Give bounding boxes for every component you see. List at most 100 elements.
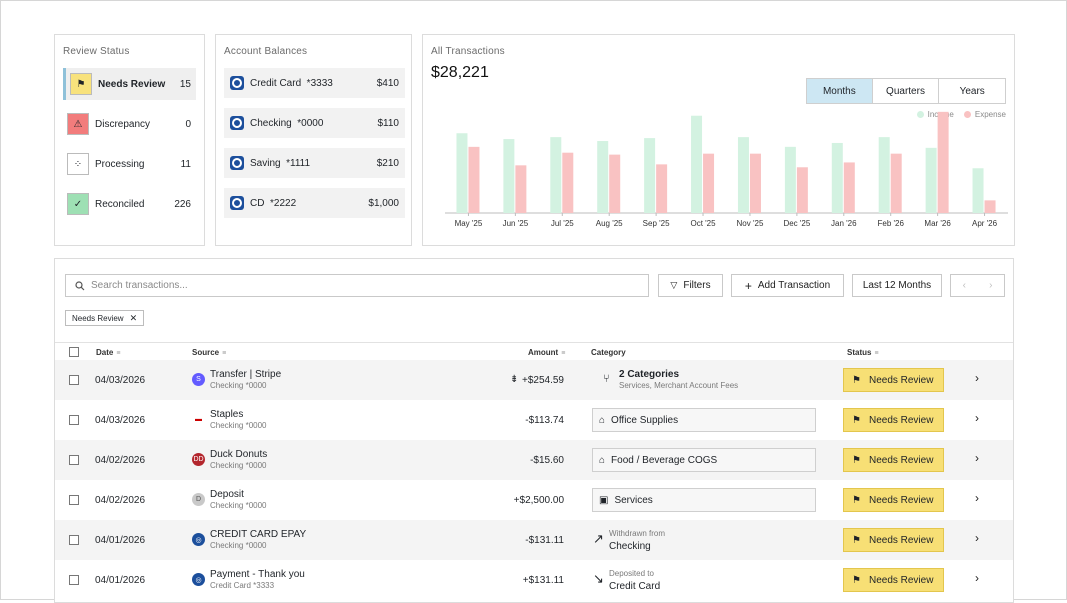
chevron-right-icon[interactable]: › [975, 451, 979, 465]
account-balance-item[interactable]: CD *2222 $1,000 [224, 188, 405, 218]
transfer-account[interactable]: Credit Card [609, 581, 661, 592]
all-transactions-title: All Transactions [431, 46, 505, 57]
review-status-item[interactable]: ✓ Reconciled 226 [63, 188, 196, 220]
expense-bar[interactable] [562, 152, 574, 213]
all-transactions-card: All Transactions $28,221 Months Quarters… [422, 34, 1015, 246]
expense-bar[interactable] [937, 111, 949, 213]
income-bar[interactable] [784, 146, 796, 213]
income-bar[interactable] [737, 137, 749, 213]
category-select[interactable]: ⌂ Office Supplies [592, 408, 816, 432]
table-row[interactable]: 04/02/2026 DD Duck Donuts Checking *0000 -$1… [55, 440, 1013, 480]
col-status[interactable]: Status ≡ [847, 348, 879, 357]
bank-icon [230, 116, 244, 130]
account-balance-item[interactable]: Checking *0000 $110 [224, 108, 405, 138]
income-bar[interactable] [456, 133, 468, 213]
chevron-right-icon[interactable]: › [975, 571, 979, 585]
add-transaction-button[interactable]: + Add Transaction [731, 274, 844, 297]
x-tick-label: Oct '25 [690, 219, 716, 228]
flag-icon: ⚑ [852, 374, 861, 386]
row-date: 04/02/2026 [95, 495, 146, 506]
category-label: Office Supplies [611, 414, 679, 426]
close-icon[interactable]: ✕ [129, 312, 138, 323]
chevron-right-icon[interactable]: › [975, 411, 979, 425]
col-date[interactable]: Date ≡ [96, 348, 121, 357]
review-status-card: Review Status ⚑ Needs Review 15 ⚠ Discrepanc… [54, 34, 205, 246]
flag-icon: ⚑ [852, 574, 861, 586]
expense-bar[interactable] [703, 153, 715, 213]
row-checkbox[interactable] [69, 535, 79, 545]
row-date: 04/01/2026 [95, 535, 146, 546]
status-badge[interactable]: ⚑ Needs Review [843, 408, 944, 432]
income-bar[interactable] [550, 137, 562, 213]
transfer-account[interactable]: Checking [609, 541, 651, 552]
category-select[interactable]: ⌂ Food / Beverage COGS [592, 448, 816, 472]
income-bar[interactable] [831, 142, 843, 213]
chevron-right-icon[interactable]: › [975, 491, 979, 505]
chevron-left-icon[interactable]: ‹ [962, 280, 966, 291]
income-bar[interactable] [503, 139, 515, 213]
review-status-item[interactable]: ⚑ Needs Review 15 [63, 68, 196, 100]
period-quarters-button[interactable]: Quarters [873, 79, 940, 103]
deposit-icon: D [192, 493, 205, 506]
row-checkbox[interactable] [69, 495, 79, 505]
status-label: Needs Review [868, 534, 934, 546]
account-name: CD *2222 [250, 197, 297, 209]
status-badge[interactable]: ⚑ Needs Review [843, 568, 944, 592]
income-bar[interactable] [925, 147, 937, 213]
income-bar[interactable] [878, 137, 890, 213]
status-badge[interactable]: ⚑ Needs Review [843, 448, 944, 472]
expense-bar[interactable] [749, 153, 761, 213]
review-status-item[interactable]: ⁘ Processing 11 [63, 148, 196, 180]
income-bar[interactable] [644, 138, 656, 213]
review-status-count: 0 [185, 118, 191, 130]
expense-bar[interactable] [656, 164, 668, 213]
select-all-checkbox[interactable] [69, 347, 79, 357]
table-row[interactable]: 04/03/2026 ▬ Staples Checking *0000 -$113.74… [55, 400, 1013, 440]
category-label[interactable]: 2 Categories [619, 369, 680, 380]
period-years-button[interactable]: Years [959, 85, 985, 97]
expense-bar[interactable] [890, 153, 902, 213]
income-bar[interactable] [691, 115, 703, 213]
review-status-item[interactable]: ⚠ Discrepancy 0 [63, 108, 196, 140]
flag-icon: ⚑ [70, 73, 92, 95]
row-checkbox[interactable] [69, 415, 79, 425]
income-bar[interactable] [972, 168, 984, 213]
x-tick-label: Feb '26 [877, 219, 904, 228]
col-amount[interactable]: Amount ≡ [528, 348, 566, 357]
status-badge[interactable]: ⚑ Needs Review [843, 528, 944, 552]
account-balance-item[interactable]: Credit Card *3333 $410 [224, 68, 405, 98]
status-label: Needs Review [868, 574, 934, 586]
expense-bar[interactable] [843, 162, 855, 213]
account-name: Checking *0000 [250, 117, 324, 129]
expense-bar[interactable] [984, 200, 996, 213]
account-balance-item[interactable]: Saving *1111 $210 [224, 148, 405, 178]
category-select[interactable]: ▣ Services [592, 488, 816, 512]
table-row[interactable]: 04/01/2026 ◎ CREDIT CARD EPAY Checking *000… [55, 520, 1013, 560]
row-date: 04/02/2026 [95, 455, 146, 466]
expense-bar[interactable] [609, 154, 621, 213]
chevron-right-icon[interactable]: › [989, 280, 993, 291]
col-source[interactable]: Source ≡ [192, 348, 227, 357]
row-checkbox[interactable] [69, 455, 79, 465]
table-row[interactable]: 04/03/2026 S Transfer | Stripe Checking *00… [55, 360, 1013, 400]
search-input[interactable]: Search transactions... [65, 274, 649, 297]
row-checkbox[interactable] [69, 375, 79, 385]
chevron-right-icon[interactable]: › [975, 531, 979, 545]
status-label: Needs Review [868, 414, 934, 426]
table-row[interactable]: 04/01/2026 ◎ Payment - Thank you Credit Car… [55, 560, 1013, 600]
date-range-button[interactable]: Last 12 Months [852, 274, 942, 297]
expense-bar[interactable] [796, 167, 808, 213]
income-bar[interactable] [597, 141, 609, 213]
expense-bar[interactable] [468, 146, 480, 213]
row-checkbox[interactable] [69, 575, 79, 585]
bank-icon: ◎ [192, 573, 205, 586]
table-row[interactable]: 04/02/2026 D Deposit Checking *0000 +$2,500.… [55, 480, 1013, 520]
chevron-right-icon[interactable]: › [975, 371, 979, 385]
review-status-title: Review Status [63, 46, 130, 57]
period-months-button[interactable]: Months [807, 79, 873, 103]
filters-button[interactable]: ▽ Filters [658, 274, 723, 297]
expense-bar[interactable] [515, 165, 527, 213]
status-badge[interactable]: ⚑ Needs Review [843, 368, 944, 392]
transactions-bar-chart: May '25 Jun '25 Jul '25 Aug '25 Sep '25 Oct '… [445, 111, 1008, 228]
status-badge[interactable]: ⚑ Needs Review [843, 488, 944, 512]
